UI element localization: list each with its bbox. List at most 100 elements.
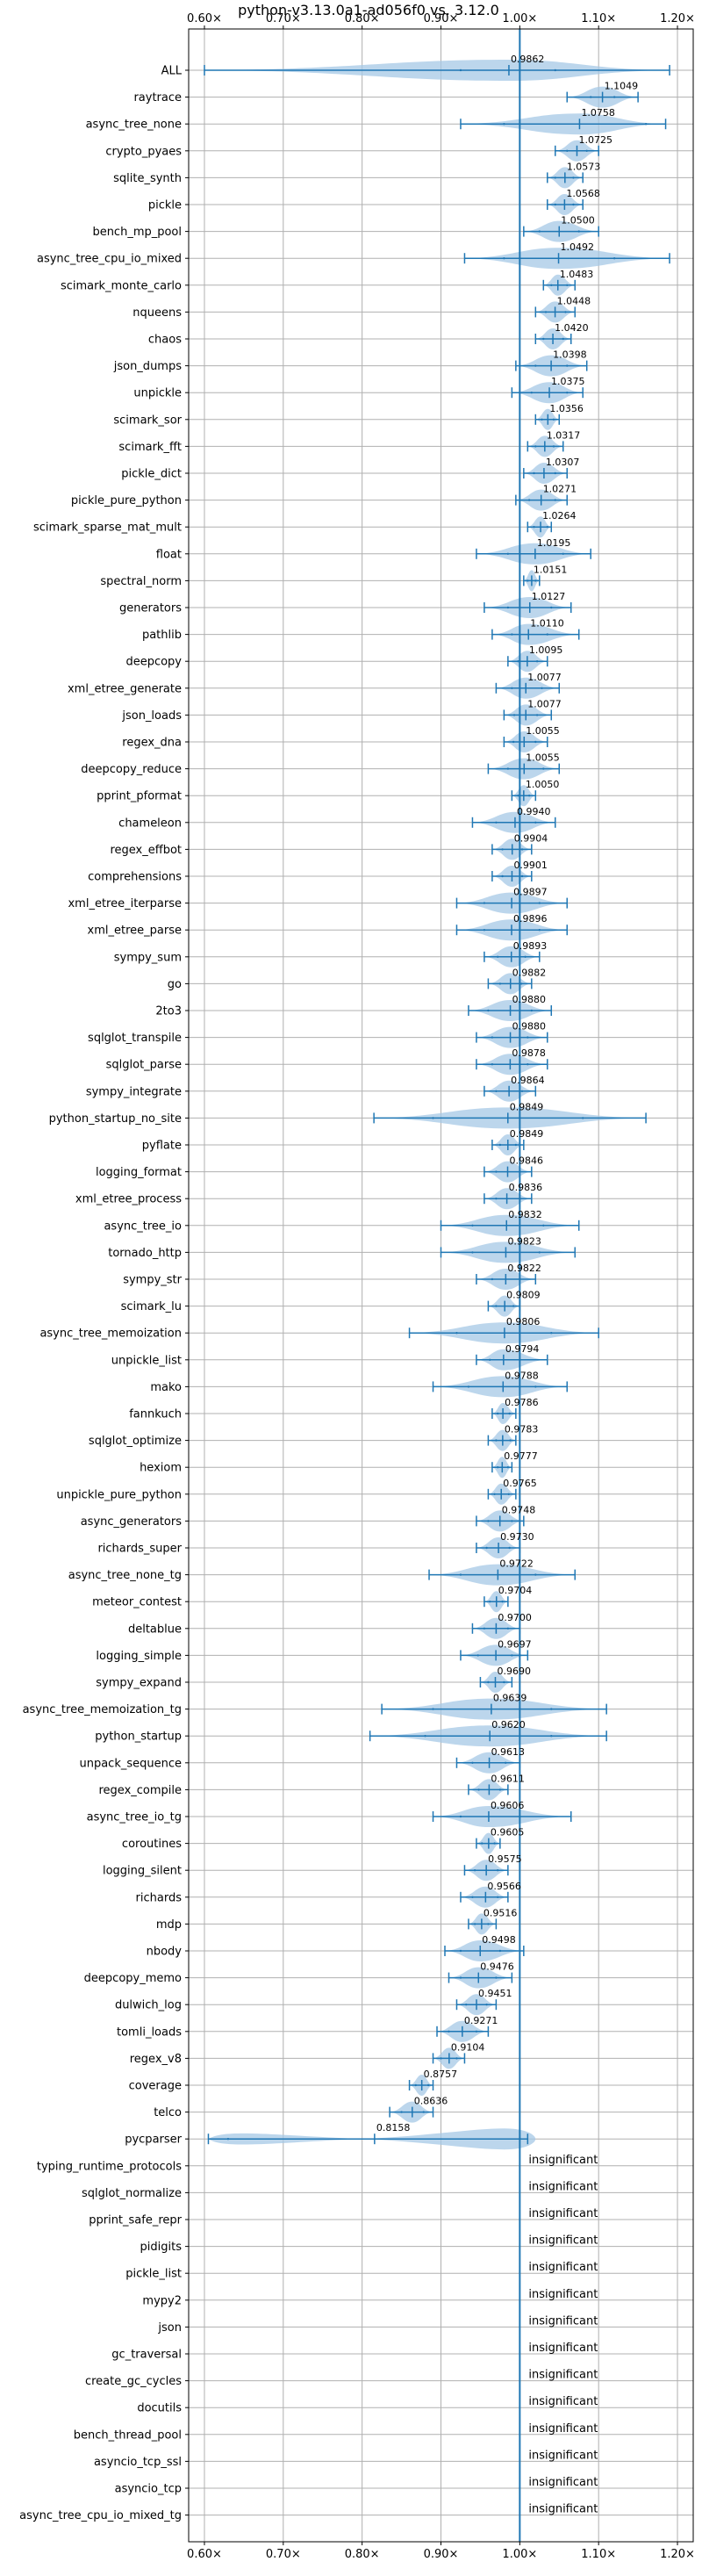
y-tick-label: nqueens <box>133 306 182 320</box>
quartile-dot <box>400 2111 403 2113</box>
quartile-dot <box>512 740 515 744</box>
quartile-dot <box>546 633 548 636</box>
quartile-dot <box>520 1090 524 1093</box>
x-tick-label-bottom: 1.00× <box>502 2548 537 2561</box>
quartile-dot <box>432 1708 434 1710</box>
quartile-dot <box>487 1009 490 1012</box>
quartile-dot <box>476 1654 479 1657</box>
quartile-dot <box>495 1976 498 1979</box>
value-label: 0.9783 <box>505 1424 539 1436</box>
y-tick-label: crypto_pyaes <box>105 145 182 158</box>
y-tick-label: async_generators <box>81 1515 183 1529</box>
value-label: 1.0307 <box>546 457 580 468</box>
y-tick-label: deltablue <box>128 1623 182 1636</box>
quartile-dot <box>514 1143 518 1147</box>
quartile-dot <box>533 526 535 529</box>
value-label: 1.0110 <box>530 618 564 630</box>
quartile-dot <box>550 1735 553 1738</box>
quartile-dot <box>552 445 555 448</box>
quartile-dot <box>506 552 510 555</box>
y-tick-label: nbody <box>147 1946 183 1959</box>
quartile-dot <box>493 1842 496 1845</box>
value-label: 1.0077 <box>527 698 562 709</box>
value-label: 0.9806 <box>506 1316 541 1328</box>
y-tick-label: mdp <box>156 1918 182 1932</box>
y-tick-label: mypy2 <box>142 2294 182 2307</box>
value-label: 0.9476 <box>480 1961 514 1973</box>
y-tick-label: async_tree_cpu_io_mixed <box>37 253 182 266</box>
quartile-dot <box>542 1224 545 1227</box>
x-tick-label-top: 0.90× <box>424 12 459 25</box>
quartile-dot <box>554 471 556 475</box>
quartile-dot <box>534 445 537 448</box>
value-label: 0.9516 <box>484 1907 518 1918</box>
value-label: 1.0573 <box>567 161 601 172</box>
y-tick-label: telco <box>154 2106 182 2119</box>
quartile-dot <box>475 2030 478 2033</box>
quartile-dot <box>566 149 569 152</box>
quartile-dot <box>562 337 564 341</box>
value-label: 0.9893 <box>513 940 548 952</box>
value-label: 0.9878 <box>512 1047 546 1059</box>
value-label: 0.9882 <box>512 967 547 978</box>
value-label: 0.9940 <box>517 806 551 817</box>
quartile-dot <box>550 606 553 609</box>
x-tick-label-bottom: 0.90× <box>424 2548 459 2561</box>
y-tick-label: raytrace <box>133 91 182 104</box>
quartile-dot <box>493 1493 496 1496</box>
value-label: 1.1049 <box>605 81 639 92</box>
quartile-dot <box>566 284 569 286</box>
quartile-dot <box>520 848 524 851</box>
y-tick-label: scimark_fft <box>118 441 182 454</box>
insignificant-label: insignificant <box>528 2422 598 2436</box>
quartile-dot <box>526 1063 529 1066</box>
value-label: 1.0055 <box>526 752 560 764</box>
y-tick-label: regex_compile <box>98 1784 182 1797</box>
y-tick-label: richards <box>136 1891 183 1904</box>
quartile-dot <box>572 176 575 179</box>
y-tick-label: dulwich_log <box>115 1999 182 2012</box>
y-tick-label: scimark_monte_carlo <box>61 279 182 292</box>
y-tick-label: sqlglot_normalize <box>82 2187 182 2200</box>
y-tick-label: json_loads <box>121 709 182 723</box>
value-label: 1.0483 <box>560 269 594 280</box>
insignificant-label: insignificant <box>528 2503 598 2516</box>
y-tick-label: hexiom <box>140 1462 182 1475</box>
insignificant-label: insignificant <box>528 2314 598 2328</box>
quartile-dot <box>612 257 616 260</box>
quartile-dot <box>471 1896 474 1898</box>
quartile-dot <box>534 579 537 582</box>
y-tick-label: bench_mp_pool <box>92 226 182 239</box>
quartile-dot <box>506 767 510 770</box>
quartile-dot <box>503 1680 505 1684</box>
quartile-dot <box>534 821 537 824</box>
insignificant-label: insignificant <box>528 2395 598 2408</box>
quartile-dot <box>535 714 539 716</box>
y-tick-label: sqlite_synth <box>113 172 182 185</box>
y-tick-label: regex_effbot <box>110 844 182 857</box>
value-label: 0.9700 <box>498 1612 532 1623</box>
quartile-dot <box>582 1117 584 1119</box>
value-label: 0.8158 <box>376 2122 411 2133</box>
quartile-dot <box>538 230 541 233</box>
y-tick-label: unpickle <box>133 387 182 400</box>
quartile-dot <box>471 1761 474 1765</box>
x-tick-label-top: 1.20× <box>660 12 695 25</box>
quartile-dot <box>530 1009 534 1012</box>
y-tick-label: 2to3 <box>155 1005 182 1018</box>
quartile-dot <box>501 1601 504 1603</box>
y-tick-label: pprint_pformat <box>97 790 182 803</box>
quartile-dot <box>491 1277 494 1281</box>
axis-layer: ALL raytrace async_tree_none crypto_pyaessq… <box>19 12 695 2561</box>
y-tick-label: sympy_str <box>123 1274 182 1287</box>
y-tick-label: sympy_sum <box>114 951 182 964</box>
quartile-dot <box>535 660 539 663</box>
quartile-dot <box>467 1385 470 1388</box>
insignificant-label: insignificant <box>528 2154 598 2167</box>
y-tick-label: spectral_norm <box>100 575 182 588</box>
y-tick-label: richards_super <box>97 1543 182 1556</box>
quartile-dot <box>459 1976 462 1979</box>
x-tick-label-bottom: 1.20× <box>660 2548 695 2561</box>
quartile-dot <box>422 2111 425 2113</box>
quartile-dot <box>590 96 592 98</box>
